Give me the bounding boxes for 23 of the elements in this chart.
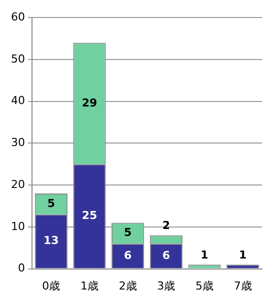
- x-tick-label: 1歳: [80, 279, 98, 292]
- data-label: 5: [47, 196, 55, 210]
- y-tick-label: 30: [10, 136, 25, 150]
- x-tick-label: 3歳: [157, 279, 176, 292]
- data-label: 2: [162, 219, 170, 232]
- x-tick-label: 0歳: [42, 279, 60, 292]
- y-tick-label: 40: [10, 94, 25, 108]
- x-tick-label: 5歳: [196, 279, 214, 292]
- data-label: 1: [200, 248, 208, 262]
- y-tick-label: 60: [10, 10, 25, 24]
- data-label: 25: [82, 209, 98, 222]
- x-tick-label: 7歳: [234, 279, 252, 292]
- x-tick-label: 2歳: [118, 279, 137, 292]
- y-tick-label: 0: [18, 262, 25, 275]
- data-label: 5: [124, 226, 132, 240]
- data-label: 1: [239, 248, 247, 262]
- data-label: 6: [162, 248, 170, 262]
- data-label: 29: [82, 96, 98, 110]
- data-label: 13: [44, 234, 59, 248]
- y-tick-label: 50: [10, 52, 25, 66]
- y-tick-label: 20: [10, 178, 25, 191]
- data-label: 6: [124, 248, 132, 262]
- y-tick-label: 10: [10, 220, 25, 233]
